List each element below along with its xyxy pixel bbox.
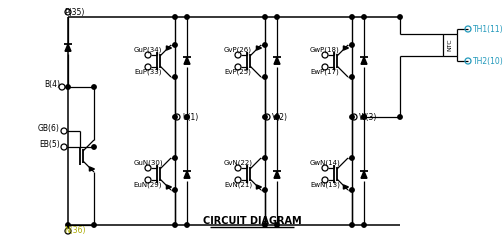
Circle shape — [275, 115, 279, 119]
Text: GwN(14): GwN(14) — [309, 160, 340, 166]
Text: EuP(33): EuP(33) — [134, 69, 162, 75]
Polygon shape — [257, 185, 262, 189]
Circle shape — [350, 156, 354, 160]
Circle shape — [350, 43, 354, 47]
Circle shape — [362, 115, 366, 119]
Circle shape — [92, 145, 96, 149]
Circle shape — [362, 115, 366, 119]
Circle shape — [263, 15, 267, 19]
Polygon shape — [166, 185, 171, 189]
Polygon shape — [166, 46, 171, 50]
Circle shape — [350, 15, 354, 19]
Text: GvN(22): GvN(22) — [223, 160, 253, 166]
Text: U(1): U(1) — [182, 113, 198, 121]
Text: V(2): V(2) — [272, 113, 288, 121]
Circle shape — [398, 115, 402, 119]
Text: N(36): N(36) — [64, 227, 86, 235]
Circle shape — [173, 156, 177, 160]
Polygon shape — [274, 171, 280, 178]
Text: GwP(18): GwP(18) — [310, 47, 340, 53]
Circle shape — [185, 115, 189, 119]
Circle shape — [350, 188, 354, 192]
Text: EwP(17): EwP(17) — [310, 69, 339, 75]
Polygon shape — [184, 171, 190, 178]
Text: TH1(11): TH1(11) — [473, 25, 503, 33]
Text: W(3): W(3) — [359, 113, 377, 121]
Circle shape — [173, 188, 177, 192]
Circle shape — [185, 223, 189, 227]
Polygon shape — [343, 185, 348, 189]
Text: EuN(29): EuN(29) — [134, 182, 162, 188]
Text: EvP(25): EvP(25) — [225, 69, 251, 75]
Circle shape — [350, 75, 354, 79]
Polygon shape — [361, 57, 367, 64]
Circle shape — [173, 115, 177, 119]
Text: GuN(30): GuN(30) — [133, 160, 163, 166]
Circle shape — [350, 115, 354, 119]
Circle shape — [350, 223, 354, 227]
Polygon shape — [361, 171, 367, 178]
Circle shape — [362, 223, 366, 227]
Text: GvP(26): GvP(26) — [224, 47, 252, 53]
Circle shape — [173, 223, 177, 227]
Circle shape — [362, 15, 366, 19]
Polygon shape — [274, 57, 280, 64]
Circle shape — [275, 223, 279, 227]
Text: EvN(21): EvN(21) — [224, 182, 252, 188]
Text: EB(5): EB(5) — [39, 140, 60, 148]
Circle shape — [398, 15, 402, 19]
Text: GB(6): GB(6) — [38, 124, 60, 132]
Text: B(4): B(4) — [44, 80, 60, 88]
Circle shape — [185, 15, 189, 19]
Polygon shape — [65, 44, 71, 51]
Text: GuP(34): GuP(34) — [134, 47, 162, 53]
Circle shape — [275, 15, 279, 19]
Circle shape — [275, 115, 279, 119]
Circle shape — [263, 43, 267, 47]
Circle shape — [263, 188, 267, 192]
Polygon shape — [89, 167, 95, 171]
Circle shape — [263, 156, 267, 160]
Circle shape — [92, 223, 96, 227]
Polygon shape — [343, 46, 348, 50]
Text: CIRCUIT DIAGRAM: CIRCUIT DIAGRAM — [203, 216, 301, 226]
Circle shape — [66, 223, 70, 227]
Text: NTC: NTC — [448, 39, 453, 51]
Circle shape — [173, 75, 177, 79]
Circle shape — [92, 85, 96, 89]
Text: TH2(10): TH2(10) — [473, 56, 504, 65]
Circle shape — [263, 75, 267, 79]
Circle shape — [185, 115, 189, 119]
Text: EwN(13): EwN(13) — [310, 182, 340, 188]
Circle shape — [173, 15, 177, 19]
Polygon shape — [257, 46, 262, 50]
Text: P(35): P(35) — [64, 7, 84, 16]
FancyBboxPatch shape — [443, 34, 457, 56]
Polygon shape — [184, 57, 190, 64]
Circle shape — [66, 85, 70, 89]
Circle shape — [173, 43, 177, 47]
Circle shape — [263, 223, 267, 227]
Circle shape — [263, 115, 267, 119]
